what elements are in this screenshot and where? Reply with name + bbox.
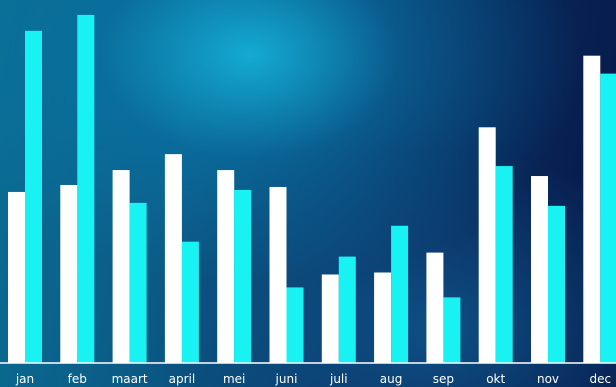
bar-april-series-2 bbox=[181, 241, 199, 363]
bar-feb-series-2 bbox=[77, 14, 95, 363]
bar-maart-series-2 bbox=[129, 202, 147, 363]
bar-dec-series-1 bbox=[583, 55, 601, 364]
bar-juni-series-2 bbox=[286, 287, 304, 363]
bar-feb-series-1 bbox=[60, 184, 78, 363]
x-tick-label-juni: juni bbox=[275, 372, 298, 386]
bars-group bbox=[8, 14, 616, 364]
x-tick-label-okt: okt bbox=[486, 372, 505, 386]
x-tick-label-aug: aug bbox=[380, 372, 403, 386]
x-tick-label-dec: dec bbox=[589, 372, 611, 386]
bar-jan-series-1 bbox=[8, 191, 25, 363]
x-tick-label-maart: maart bbox=[112, 372, 148, 386]
bar-aug-series-1 bbox=[374, 272, 392, 363]
x-tick-label-april: april bbox=[169, 372, 196, 386]
bar-april-series-1 bbox=[164, 154, 182, 363]
bar-juni-series-1 bbox=[269, 186, 287, 363]
x-tick-labels: jan feb maart april mei juni juli aug sep okt nov d… bbox=[15, 372, 611, 386]
bar-maart-series-1 bbox=[112, 170, 130, 363]
x-tick-label-juli: juli bbox=[329, 372, 348, 386]
bar-jan-series-2 bbox=[25, 30, 42, 363]
bar-aug-series-2 bbox=[391, 225, 409, 363]
bar-mei-series-1 bbox=[217, 170, 235, 363]
x-tick-label-sep: sep bbox=[433, 372, 454, 386]
bar-okt-series-2 bbox=[495, 166, 513, 363]
bar-sep-series-2 bbox=[443, 297, 461, 363]
x-tick-label-feb: feb bbox=[68, 372, 87, 386]
bar-mei-series-2 bbox=[234, 189, 252, 363]
x-tick-label-mei: mei bbox=[223, 372, 245, 386]
bar-juli-series-2 bbox=[338, 256, 356, 363]
x-tick-label-jan: jan bbox=[15, 372, 34, 386]
bar-juli-series-1 bbox=[321, 274, 339, 363]
bar-sep-series-1 bbox=[426, 252, 444, 363]
bar-nov-series-2 bbox=[548, 205, 565, 363]
bar-nov-series-1 bbox=[531, 176, 548, 363]
bar-okt-series-1 bbox=[478, 127, 496, 363]
x-tick-label-nov: nov bbox=[537, 372, 559, 386]
bar-dec-series-2 bbox=[600, 73, 616, 364]
